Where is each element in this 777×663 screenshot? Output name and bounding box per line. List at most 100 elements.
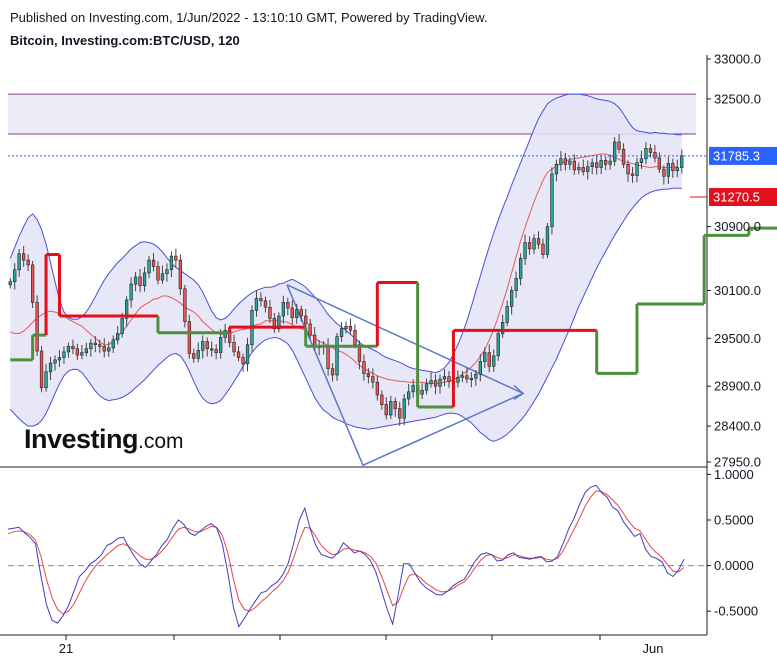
candle [653,152,657,159]
candle [393,401,397,409]
candle [559,158,563,165]
candle [241,357,245,365]
candle [599,160,603,168]
investing-logo: Investing.com [24,424,184,454]
osc-y-tick-label: -0.5000 [714,604,758,619]
candle [75,348,80,356]
stop-level-tag-label: 31270.5 [713,190,760,205]
candle [514,278,518,291]
candle [608,160,612,165]
candle [142,272,147,286]
candle [617,141,621,150]
candle [523,242,527,259]
candle [286,302,290,309]
candle [138,276,142,286]
candle [536,238,541,245]
candle [272,318,277,330]
y-tick-label: 33000.0 [714,51,761,66]
candle [639,158,644,163]
candle [259,298,263,302]
candle [102,345,106,352]
candle [581,167,585,172]
candle [384,404,388,416]
candle [44,371,48,389]
candle [603,160,608,165]
candle [187,321,192,354]
candle [389,401,393,416]
candle [465,375,469,380]
candle [263,300,268,308]
candle [312,334,317,347]
candle [680,155,684,168]
candle [183,288,187,322]
symbol-title: Bitcoin, Investing.com:BTC/USD, 120 [10,33,240,48]
oscillator-fast-line [7,484,685,628]
candle [595,162,599,168]
candle [326,345,330,369]
candle [62,351,66,358]
y-tick-label: 29500.0 [714,331,761,346]
candle [411,385,415,393]
candle [483,352,487,362]
candle [442,376,447,380]
candle [366,373,371,377]
candle [590,162,594,167]
candle [339,328,344,338]
candle [205,341,209,349]
candle [572,160,577,171]
candle [107,347,111,352]
candle [527,242,532,250]
candle [630,173,635,176]
candle [492,355,496,367]
candle [281,302,286,317]
osc-y-tick-label: 0.0000 [714,558,754,573]
candle [335,336,339,376]
candle [429,380,433,385]
candle [344,325,348,329]
candle [35,302,39,352]
candle [438,378,442,387]
candle [478,361,483,375]
current-price-tag-label: 31785.3 [713,148,760,163]
candle [550,173,554,227]
candle [666,163,671,177]
candle [380,394,384,405]
candle [299,309,303,317]
candle [474,373,478,379]
candle [214,349,218,354]
candle [165,269,169,275]
candle [133,276,138,285]
candle [17,253,21,270]
candle [424,383,429,391]
candle [268,306,272,319]
candle [420,389,424,395]
candle [290,307,294,318]
candle [111,339,115,349]
y-tick-label: 32500.0 [714,91,761,106]
candle [487,352,491,367]
candle [375,381,380,396]
y-tick-label: 30100.0 [714,283,761,298]
candle [26,259,30,266]
candle [308,323,312,336]
candle [8,281,12,286]
y-tick-label: 28900.0 [714,379,761,394]
candle [254,298,259,311]
osc-y-tick-label: 1.0000 [714,467,754,482]
candle [125,299,129,319]
candle [518,258,523,279]
candle [460,375,465,378]
candle [545,226,550,255]
candle [357,344,362,362]
candle [147,259,151,274]
candle [657,157,662,170]
stop-level-tag [709,188,777,207]
x-tick-label: Jun [643,641,664,656]
candle [568,160,572,165]
candle [129,283,133,301]
candle [532,238,536,250]
triangle-pattern [286,284,525,467]
candle [621,148,626,165]
candle [219,337,223,353]
